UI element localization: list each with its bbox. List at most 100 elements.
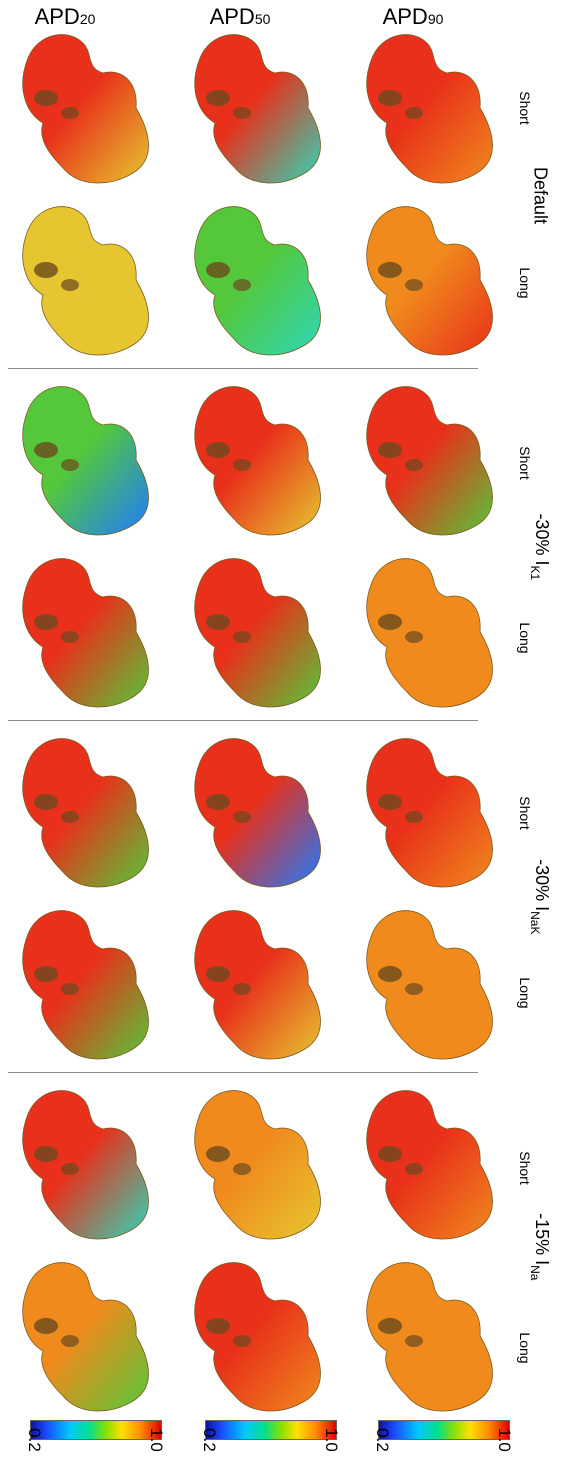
- atrial-surface: [22, 1090, 149, 1240]
- colorbar-max-label: 1.0: [495, 1428, 515, 1452]
- column-header-main: APD: [209, 4, 255, 29]
- atrial-surface: [22, 738, 149, 888]
- vein-opening: [61, 811, 79, 823]
- vein-opening: [378, 1146, 402, 1162]
- column-header-sub: 50: [254, 11, 271, 27]
- atrial-map: [180, 380, 330, 540]
- atrial-surface: [366, 738, 493, 888]
- atrial-surface: [366, 206, 493, 356]
- vein-opening: [405, 1335, 423, 1347]
- vein-opening: [233, 107, 251, 119]
- atrial-surface: [194, 1090, 321, 1240]
- vein-opening: [233, 279, 251, 291]
- vein-opening: [378, 966, 402, 982]
- group-label-main: Default: [530, 166, 551, 225]
- atrial-surface: [194, 386, 321, 536]
- vein-opening: [405, 279, 423, 291]
- vein-opening: [61, 279, 79, 291]
- vein-opening: [405, 811, 423, 823]
- group-label-sub: NaK: [528, 911, 543, 935]
- atrial-surface: [194, 1262, 321, 1412]
- atrial-surface: [194, 34, 321, 184]
- column-header-main: APD: [382, 4, 428, 29]
- atrial-map: [180, 28, 330, 188]
- vein-opening: [233, 811, 251, 823]
- atrial-map: [180, 552, 330, 712]
- column-header-apd20: APD20: [0, 4, 130, 30]
- vein-opening: [206, 1146, 230, 1162]
- column-header-apd90: APD90: [348, 4, 478, 30]
- vein-opening: [61, 1335, 79, 1347]
- vein-opening: [233, 631, 251, 643]
- vein-opening: [34, 442, 58, 458]
- vein-opening: [405, 983, 423, 995]
- atrial-surface: [366, 558, 493, 708]
- vein-opening: [378, 794, 402, 810]
- vein-opening: [233, 459, 251, 471]
- atrial-map: [180, 1084, 330, 1244]
- vein-opening: [34, 90, 58, 106]
- colorbar-gradient: [378, 1420, 510, 1440]
- vein-opening: [405, 107, 423, 119]
- atrial-map: [352, 380, 502, 540]
- column-header-apd50: APD50: [175, 4, 305, 30]
- atrial-map: [352, 904, 502, 1064]
- vein-opening: [206, 614, 230, 630]
- colorbar-apd20: 0.2 1.0: [25, 1420, 166, 1470]
- atrial-surface: [194, 738, 321, 888]
- row-label-short: Short: [517, 446, 533, 480]
- atrial-surface: [366, 386, 493, 536]
- colorbar-apd50: 0.2 1.0: [200, 1420, 341, 1470]
- colorbar-max-label: 1.0: [147, 1428, 167, 1452]
- colorbar-min-label: 0.2: [199, 1428, 219, 1452]
- vein-opening: [34, 794, 58, 810]
- atrial-map: [8, 732, 158, 892]
- vein-opening: [206, 90, 230, 106]
- vein-opening: [206, 794, 230, 810]
- row-label-short: Short: [517, 796, 533, 830]
- vein-opening: [405, 459, 423, 471]
- group-label-main: -30% I: [531, 859, 552, 912]
- vein-opening: [405, 1163, 423, 1175]
- atrial-map: [352, 1256, 502, 1416]
- atrial-map: [8, 904, 158, 1064]
- column-header-main: APD: [34, 4, 80, 29]
- vein-opening: [206, 966, 230, 982]
- group-separator: [8, 1072, 478, 1073]
- group-separator: [8, 720, 478, 721]
- atrial-surface: [22, 206, 149, 356]
- vein-opening: [206, 1318, 230, 1334]
- atrial-map: [180, 1256, 330, 1416]
- atrial-surface: [22, 1262, 149, 1412]
- atrial-map: [352, 552, 502, 712]
- atrial-surface: [22, 558, 149, 708]
- atrial-surface: [194, 910, 321, 1060]
- vein-opening: [378, 90, 402, 106]
- vein-opening: [206, 442, 230, 458]
- atrial-map: [8, 1256, 158, 1416]
- vein-opening: [34, 1146, 58, 1162]
- vein-opening: [206, 262, 230, 278]
- vein-opening: [61, 631, 79, 643]
- atrial-map: [180, 904, 330, 1064]
- vein-opening: [61, 983, 79, 995]
- atrial-map: [352, 732, 502, 892]
- vein-opening: [61, 459, 79, 471]
- vein-opening: [34, 1318, 58, 1334]
- colorbar-min-label: 0.2: [372, 1428, 392, 1452]
- group-label-main: -15% I: [531, 1213, 552, 1266]
- vein-opening: [233, 983, 251, 995]
- vein-opening: [233, 1335, 251, 1347]
- atrial-surface: [366, 1262, 493, 1412]
- colorbar-gradient: [205, 1420, 337, 1440]
- colorbar-max-label: 1.0: [322, 1428, 342, 1452]
- atrial-map: [8, 1084, 158, 1244]
- row-label-long: Long: [517, 622, 533, 654]
- group-label-sub: K1: [528, 565, 543, 581]
- atrial-map: [8, 200, 158, 360]
- row-label-long: Long: [517, 267, 533, 299]
- colorbar-apd90: 0.2 1.0: [373, 1420, 514, 1470]
- row-label-short: Short: [517, 1151, 533, 1185]
- group-label-sub: Na: [528, 1265, 543, 1281]
